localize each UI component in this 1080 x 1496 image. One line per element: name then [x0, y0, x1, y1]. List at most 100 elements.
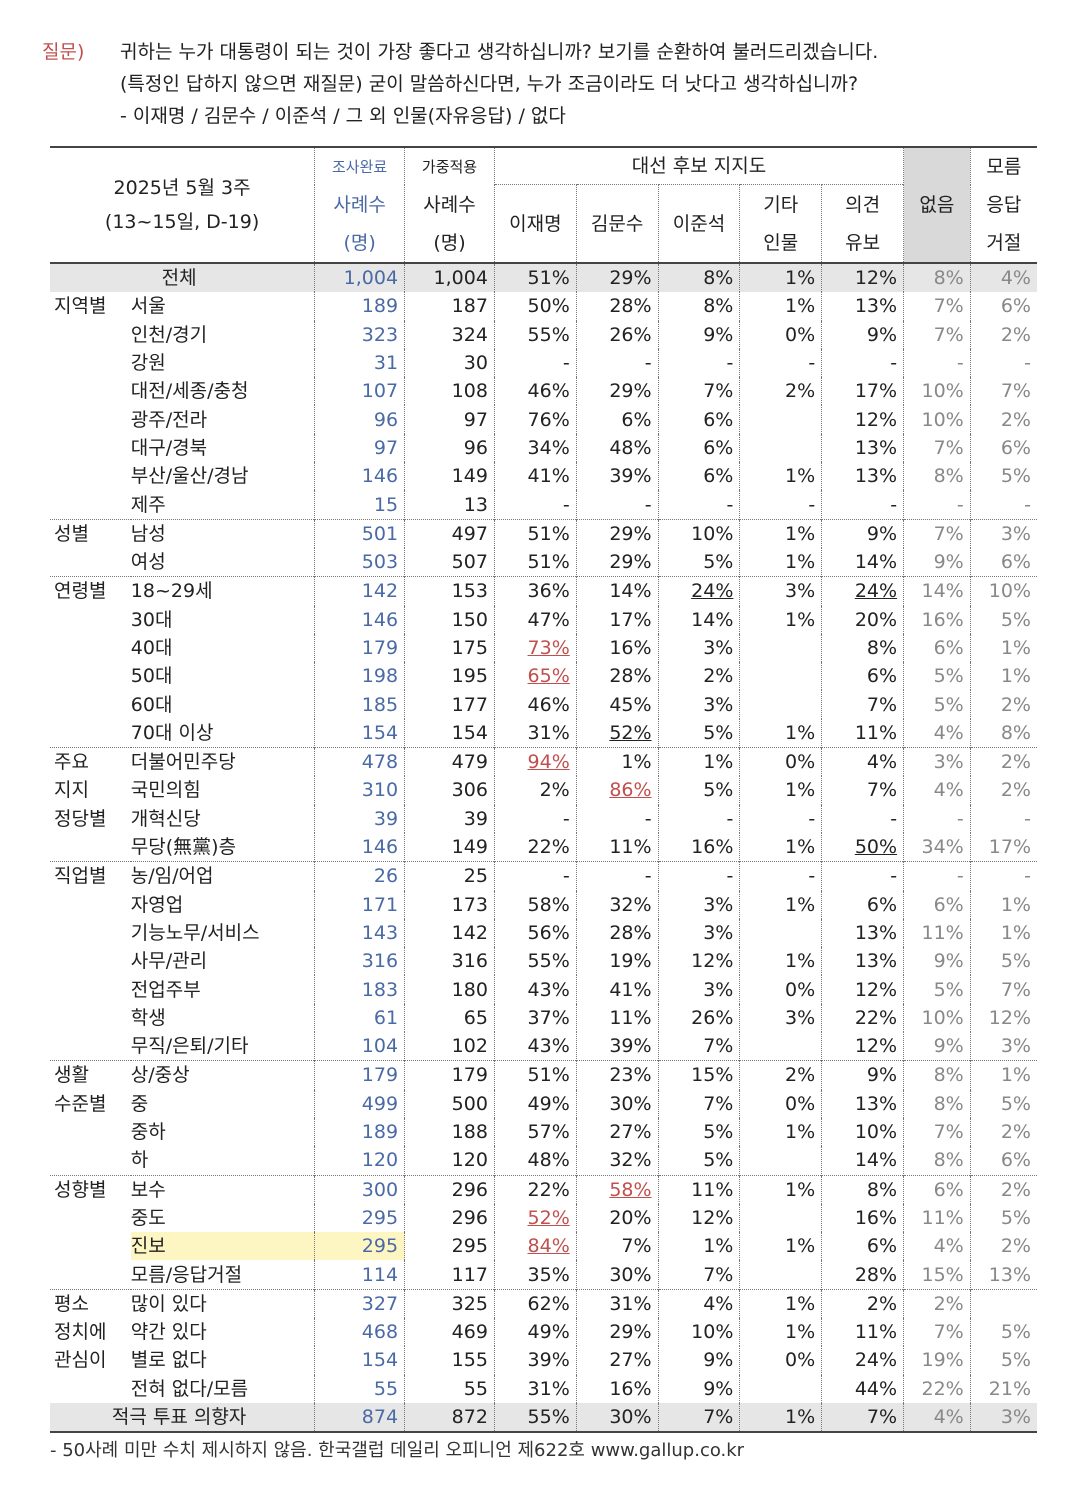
table-cell: 1% [739, 1288, 822, 1318]
cell-value: 37% [527, 1006, 570, 1029]
footnote: - 50사례 미만 수치 제시하지 않음. 한국갤럽 데일리 오피니언 제622… [50, 1440, 745, 1461]
table-cell: - [657, 490, 740, 520]
cell-value: 6% [1000, 436, 1031, 459]
table-cell: 6% [903, 633, 971, 663]
table-row: 관심이 별로 없다 154 155 39% 27% 9% 0% 24% 19% 5% [50, 1346, 1037, 1375]
table-cell [739, 1203, 822, 1233]
table-cell: 7% [821, 776, 904, 805]
undecided-label-1: 의견 [845, 193, 881, 216]
cell-value: 1% [785, 950, 816, 973]
cell-value: 8% [866, 637, 898, 659]
group-label [50, 1260, 131, 1289]
cell-value: 11% [921, 1206, 964, 1229]
table-cell: 114 [314, 1260, 405, 1290]
table-cell: 9% [821, 320, 904, 349]
table-cell: 2% [903, 1288, 971, 1318]
table-cell: 46% [493, 377, 577, 406]
table-cell: 507 [404, 547, 495, 577]
table-cell: 15 [314, 490, 405, 520]
cell-value: 4% [866, 751, 898, 774]
cell-value: 22% [921, 1377, 964, 1400]
table-cell: 8% [903, 1089, 971, 1118]
results-table: 2025년 5월 3주 (13~15일, D-19) 조사완료 사례수 (명) … [50, 146, 1037, 1434]
table-cell: 189 [314, 1117, 405, 1147]
group-label [50, 1204, 131, 1232]
table-cell: 478 [314, 747, 405, 777]
row-label: 여성 [130, 551, 166, 574]
cell-value: 469 [451, 1321, 488, 1344]
table-cell [739, 633, 822, 663]
cell-value: 296 [451, 1206, 488, 1229]
group-label [50, 690, 131, 718]
table-cell: 5% [657, 1117, 740, 1147]
table-cell: - [575, 861, 659, 891]
table-row: 전혀 없다/모름 55 55 31% 16% 9% 44% 22% 21% [50, 1374, 1037, 1403]
cell-value: 6% [933, 637, 964, 659]
table-cell: 51% [493, 263, 577, 293]
table-row: 정당별 개혁신당 39 39 - - - - - - - [50, 804, 1037, 833]
cell-value: 86% [609, 779, 652, 802]
row-label: 별로 없다 [130, 1349, 207, 1372]
table-cell: 16% [657, 832, 740, 862]
cell-value: 150 [451, 608, 488, 631]
row-label: 하 [130, 1149, 149, 1172]
table-cell: 1% [739, 1232, 822, 1261]
table-cell: 324 [404, 320, 495, 349]
cell-value: 32% [609, 1149, 652, 1172]
row-label: 기능노무/서비스 [130, 921, 260, 944]
dk-label-2: 응답 [986, 194, 1022, 216]
survey-subtitle: (13~15일, D-19) [104, 211, 260, 233]
table-cell: 4% [969, 263, 1037, 293]
table-cell: 31% [493, 1374, 577, 1403]
table-cell: 1% [969, 662, 1037, 691]
table-cell: 8% [969, 718, 1037, 748]
table-cell: 6% [969, 547, 1037, 577]
table-cell: 2% [493, 776, 577, 805]
cell-value: 316 [451, 950, 488, 973]
table-cell: 12% [821, 975, 904, 1004]
table-cell: - [903, 804, 971, 833]
table-cell: 73% [493, 633, 577, 663]
table-cell: 5% [657, 718, 740, 748]
row-label: 무직/은퇴/기타 [130, 1035, 249, 1058]
table-cell: 179 [314, 633, 405, 663]
table-cell: 28% [575, 292, 659, 321]
table-cell: 22% [493, 1174, 577, 1204]
cell-value: 12% [854, 408, 898, 431]
table-cell: 9% [903, 947, 971, 976]
table-cell: 14% [575, 576, 659, 606]
cell-value: 8% [933, 465, 964, 488]
cell-value: - [808, 807, 816, 830]
table-cell: 45% [575, 690, 659, 719]
table-cell: 26 [314, 861, 405, 891]
cell-value: 6% [1000, 551, 1031, 574]
table-cell: 44% [821, 1374, 904, 1403]
cell-value: 2% [785, 380, 816, 403]
cell-value: 3% [703, 693, 734, 716]
table-cell: 154 [314, 718, 405, 748]
table-row: 성향별 보수 300 296 22% 58% 11% 1% 8% 6% 2% [50, 1174, 1037, 1204]
cell-value: 2% [1000, 779, 1031, 802]
cell-value: - [644, 352, 652, 375]
table-cell: 117 [404, 1260, 495, 1290]
cell-value: 1% [1000, 1064, 1031, 1087]
table-row: 40대 179 175 73% 16% 3% 8% 6% 1% [50, 633, 1037, 663]
cell-value: 185 [361, 693, 399, 716]
table-cell: 874 [314, 1402, 405, 1434]
group-label [50, 1004, 131, 1032]
cell-value: 146 [361, 608, 399, 631]
row-label: 40대 [130, 637, 173, 659]
table-cell: 7% [903, 320, 971, 349]
table-cell: 55% [493, 947, 577, 976]
table-cell: 6% [821, 890, 904, 919]
cell-value: 9% [703, 1349, 734, 1372]
table-cell: 8% [903, 263, 971, 293]
cell-value: 2% [703, 665, 734, 688]
table-cell: 155 [404, 1346, 495, 1375]
cell-value: 155 [451, 1349, 488, 1372]
cell-value: 32% [609, 893, 652, 916]
table-cell: 189 [314, 292, 405, 321]
table-cell: 4% [903, 1232, 971, 1261]
cell-value: 96 [373, 408, 399, 431]
cell-value: 29% [609, 551, 652, 574]
